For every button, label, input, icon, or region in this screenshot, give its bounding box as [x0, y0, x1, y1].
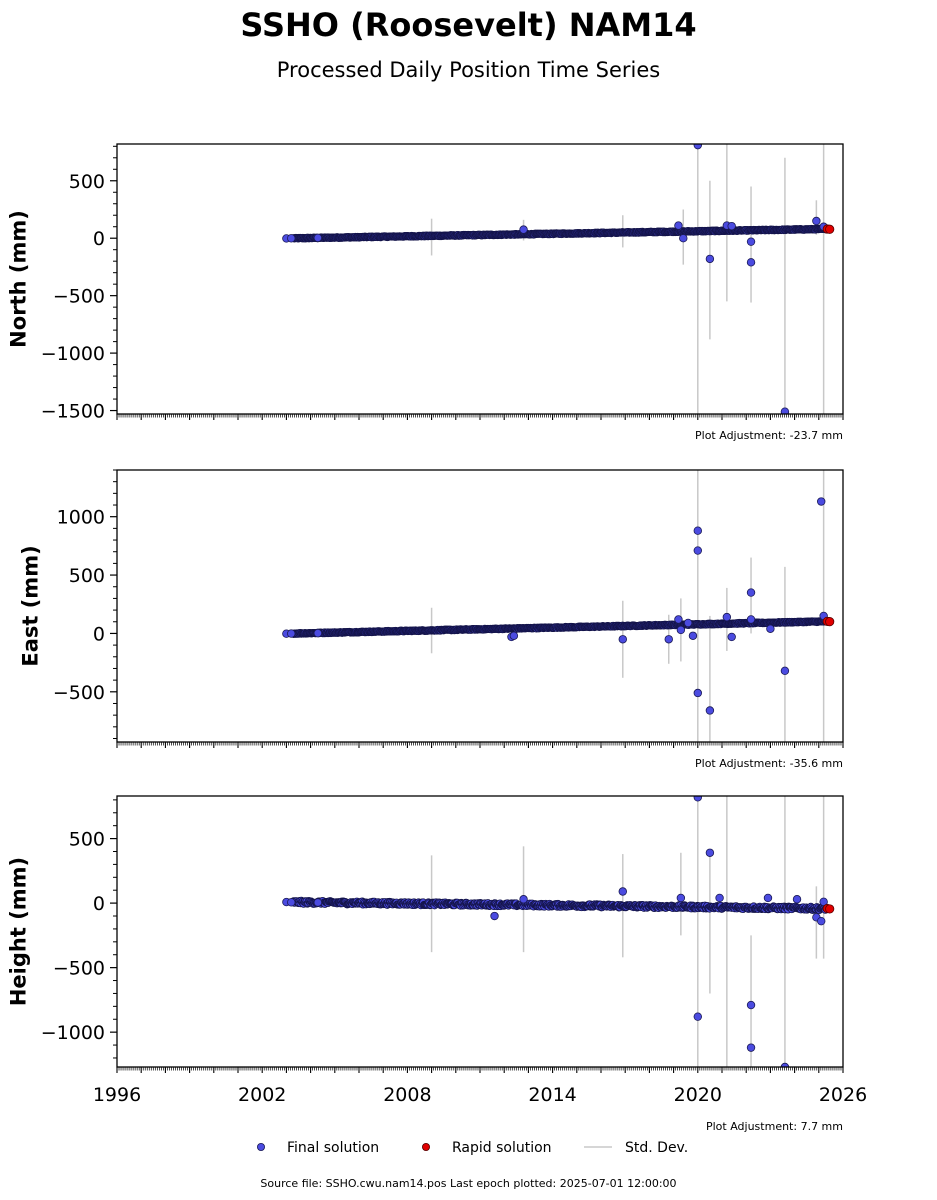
- legend-rapid-marker: [421, 1143, 430, 1152]
- final-solution-point: [705, 848, 715, 857]
- y-tick-label: 1000: [57, 507, 105, 529]
- final-solution-point: [746, 1000, 756, 1010]
- final-solution-point: [693, 688, 702, 698]
- final-solution-point: [676, 893, 686, 903]
- legend-final-marker: [256, 1143, 265, 1152]
- panel-east: 1000 500 0 −500 East (mm) Plot Adjustment: -3…: [18, 469, 844, 770]
- y-tick-label: 0: [93, 623, 105, 645]
- plot-adjustment: Plot Adjustment: -35.6 mm: [695, 757, 843, 770]
- final-solution-point: [722, 612, 732, 622]
- final-solution-point: [693, 546, 702, 555]
- y-axis-label: Height (mm): [6, 857, 30, 1006]
- final-solution-point: [679, 234, 688, 243]
- y-tick-label: 500: [69, 171, 105, 193]
- final-solution-point: [683, 618, 693, 628]
- plot-contents: [282, 470, 835, 742]
- panel-frame: [116, 795, 844, 1068]
- y-tick-label: −1500: [41, 401, 105, 423]
- final-solution-point: [674, 615, 683, 624]
- rapid-solution-point: [825, 904, 835, 914]
- final-solution-point: [313, 629, 323, 638]
- final-solution-point: [817, 497, 826, 506]
- final-solution-band: [289, 224, 831, 243]
- final-solution-point: [509, 631, 519, 640]
- final-solution-point: [746, 615, 756, 624]
- final-solution-point: [705, 254, 715, 264]
- y-tick-label: −500: [53, 286, 105, 308]
- final-solution-point: [693, 1012, 702, 1021]
- y-axis-label: East (mm): [18, 545, 42, 666]
- final-solution-point: [287, 234, 296, 243]
- y-axis-label: North (mm): [6, 210, 30, 348]
- final-solution-point: [705, 706, 715, 715]
- final-solution-point: [693, 144, 702, 150]
- legend-final-label: Final solution: [287, 1140, 379, 1156]
- plot-contents: [282, 144, 835, 414]
- final-solution-point: [618, 887, 627, 896]
- final-solution-point: [812, 216, 821, 226]
- y-tick-label: 0: [93, 893, 105, 915]
- final-solution-point: [313, 898, 323, 907]
- final-solution-band: [289, 896, 831, 914]
- final-solution-point: [313, 233, 323, 243]
- y-tick-label: −500: [53, 958, 105, 980]
- x-tick-label: 2008: [383, 1084, 431, 1106]
- legend-stddev-label: Std. Dev.: [625, 1140, 688, 1156]
- final-solution-point: [688, 631, 698, 640]
- y-tick-label: 500: [69, 565, 105, 587]
- y-tick-label: −1000: [41, 1022, 105, 1044]
- y-tick-label: 500: [69, 829, 105, 851]
- final-solution-point: [664, 635, 673, 644]
- final-solution-point: [780, 407, 790, 414]
- x-tick-label: 2014: [528, 1084, 576, 1106]
- final-solution-point: [676, 625, 686, 635]
- final-solution-point: [693, 796, 702, 802]
- x-tick-label: 2020: [674, 1084, 722, 1106]
- final-solution-point: [727, 221, 736, 231]
- final-solution-point: [618, 635, 627, 644]
- final-solution-point: [746, 588, 756, 597]
- final-solution-point: [766, 624, 775, 633]
- x-tick-label: 2002: [238, 1084, 286, 1106]
- panel-north: 500 0 −500 −1000 −1500 North (mm) Plot Adjustm…: [6, 143, 844, 442]
- final-solution-point: [693, 526, 702, 535]
- final-solution-point: [792, 895, 802, 904]
- plot-adjustment: Plot Adjustment: 7.7 mm: [706, 1120, 843, 1133]
- y-tick-label: 0: [93, 228, 105, 250]
- legend: Final solution Rapid solution Std. Dev.: [256, 1140, 688, 1156]
- plot-contents: [282, 796, 835, 1067]
- final-solution-point: [490, 911, 499, 921]
- chart-subtitle: Processed Daily Position Time Series: [276, 58, 661, 82]
- legend-rapid-label: Rapid solution: [452, 1140, 552, 1156]
- final-solution-point: [715, 893, 724, 903]
- final-solution-point: [746, 258, 756, 267]
- panel-frame: [116, 143, 844, 415]
- source-footer: Source file: SSHO.cwu.nam14.pos Last epo…: [260, 1177, 677, 1190]
- rapid-solution-point: [825, 224, 835, 234]
- final-solution-band: [289, 617, 831, 638]
- rapid-solution-point: [825, 617, 835, 627]
- final-solution-point: [674, 221, 683, 230]
- panel-frame: [116, 469, 844, 743]
- x-tick-label: 1996: [93, 1084, 141, 1106]
- y-tick-label: −1000: [41, 343, 105, 365]
- panel-height: 500 0 −500 −1000 Height (mm) Plot Adjustment:…: [6, 795, 867, 1133]
- final-solution-point: [763, 893, 773, 903]
- y-tick-label: −500: [53, 682, 105, 704]
- final-solution-point: [780, 666, 790, 675]
- final-solution-point: [287, 898, 296, 907]
- x-tick-label: 2026: [819, 1084, 867, 1106]
- final-solution-point: [746, 1043, 756, 1052]
- plot-adjustment: Plot Adjustment: -23.7 mm: [695, 429, 843, 442]
- final-solution-point: [519, 225, 528, 234]
- final-solution-point: [287, 629, 296, 638]
- final-solution-point: [746, 237, 756, 246]
- final-solution-point: [727, 632, 736, 642]
- final-solution-point: [817, 916, 826, 926]
- final-solution-point: [519, 895, 528, 904]
- chart-title: SSHO (Roosevelt) NAM14: [240, 6, 697, 44]
